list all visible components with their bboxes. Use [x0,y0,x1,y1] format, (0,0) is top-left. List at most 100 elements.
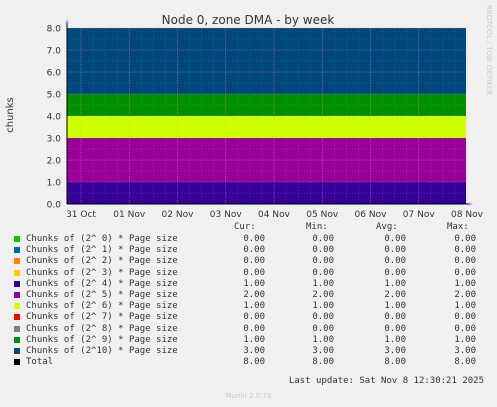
legend-label: Chunks of (2^ 1) * Page size [26,245,178,256]
legend-value-max: 0.00 [454,234,476,244]
legend-swatch [14,258,20,265]
band-chunks-of-2-9-page-size [67,94,466,116]
x-tick-label: 06 Nov [355,210,388,220]
legend-value-avg: 0.00 [384,312,406,323]
header-avg: Avg: [376,222,398,232]
y-tick-label: 1.0 [47,179,62,189]
y-tick-label: 3.0 [47,135,62,145]
legend-value-min: 0.00 [312,323,334,334]
legend-swatch [14,280,20,287]
band-chunks-of-2-10-page-size [67,28,466,94]
legend-value-max: 8.00 [454,357,476,368]
header-cur: Cur: [234,222,256,232]
legend-value-avg: 0.00 [384,245,406,256]
x-tick-label: 04 Nov [258,210,291,220]
legend-swatch [14,325,20,332]
chart: Node 0, zone DMA - by week chunks 0.0 1.0… [5,13,484,220]
legend-value-avg: 8.00 [384,357,406,368]
legend-row: Chunks of (2^ 9) * Page size 1.00 1.00 1.00… [0,335,497,346]
legend-swatch [14,359,20,366]
legend-value-cur: 0.00 [243,312,265,323]
y-tick-label: 0.0 [47,201,62,211]
legend-label: Chunks of (2^ 4) * Page size [26,278,178,289]
rrdtool-watermark: RRDTOOL / TOBI OETIKER [485,5,493,96]
legend-value-min: 1.00 [312,301,334,312]
legend-value-cur: 0.00 [243,323,265,334]
legend-row: Chunks of (2^ 6) * Page size 1.00 1.00 1.00… [0,301,497,312]
chart-title: Node 0, zone DMA - by week [162,13,335,27]
y-tick-label: 5.0 [47,91,62,101]
legend-row: Chunks of (2^ 0) * Page size 0.00 0.00 0.00… [0,234,497,245]
legend-value-min: 1.00 [312,334,334,345]
legend-value-min: 3.00 [312,346,334,356]
legend-value-min: 1.00 [312,278,334,289]
legend-row: Chunks of (2^ 3) * Page size 0.00 0.00 0.00… [0,268,497,279]
legend-value-avg: 0.00 [384,267,406,278]
legend-value-min: 2.00 [312,290,334,300]
legend-value-min: 0.00 [312,312,334,323]
legend-value-max: 2.00 [454,290,476,300]
legend-label: Chunks of (2^ 0) * Page size [26,234,178,244]
y-tick-label: 2.0 [47,157,62,167]
legend-value-max: 0.00 [454,256,476,267]
legend-swatch [14,269,20,276]
y-axis-arrow [65,19,69,23]
legend-value-min: 0.00 [312,267,334,278]
legend-swatch [14,303,20,310]
legend-value-max: 0.00 [454,312,476,323]
header-min: Min: [306,222,328,232]
legend-row: Chunks of (2^10) * Page size 3.00 3.00 3.00… [0,346,497,357]
legend-value-cur: 3.00 [243,346,265,356]
x-tick-label: 07 Nov [403,210,436,220]
legend-value-max: 0.00 [454,245,476,256]
last-update: Last update: Sat Nov 8 12:30:21 2025 [288,376,484,386]
legend-value-cur: 0.00 [243,234,265,244]
legend-row: Total 8.00 8.00 8.00 8.00 [0,357,497,368]
legend-swatch [14,292,20,298]
x-tick-label: 03 Nov [210,210,243,220]
legend-row: Chunks of (2^ 7) * Page size 0.00 0.00 0.00… [0,312,497,323]
y-tick-label: 6.0 [47,69,62,79]
legend-value-avg: 1.00 [384,278,406,289]
legend-row: Chunks of (2^ 2) * Page size 0.00 0.00 0.00… [0,256,497,267]
legend-value-avg: 0.00 [384,323,406,334]
legend-value-max: 1.00 [454,278,476,289]
band-chunks-of-2-4-page-size [67,182,466,204]
legend-row: Chunks of (2^ 4) * Page size 1.00 1.00 1.00… [0,279,497,290]
legend-value-cur: 1.00 [243,301,265,312]
legend-row: Chunks of (2^ 8) * Page size 0.00 0.00 0.00… [0,324,497,335]
legend-label: Chunks of (2^ 9) * Page size [26,334,178,345]
legend-row: Chunks of (2^ 1) * Page size 0.00 0.00 0.00… [0,245,497,256]
x-tick-label: 31 Oct [66,210,96,220]
legend-value-avg: 2.00 [384,290,406,300]
legend-value-max: 0.00 [454,323,476,334]
legend-value-avg: 1.00 [384,301,406,312]
legend-label: Total [26,357,54,368]
legend-swatch [14,348,20,354]
legend-value-avg: 3.00 [384,346,406,356]
legend-swatch [14,247,20,254]
x-axis-arrow [469,202,473,206]
legend-value-cur: 0.00 [243,256,265,267]
band-chunks-of-2-6-page-size [67,116,466,138]
y-tick-label: 7.0 [47,47,62,57]
munin-version: Munin 2.0.73 [225,392,272,400]
legend-label: Chunks of (2^ 6) * Page size [26,301,178,312]
legend-label: Chunks of (2^ 5) * Page size [26,290,178,300]
y-axis-label: chunks [5,97,16,133]
legend-swatch [14,336,20,343]
legend-value-cur: 8.00 [243,357,265,368]
x-tick-label: 01 Nov [113,210,146,220]
legend-value-cur: 1.00 [243,278,265,289]
legend-value-cur: 1.00 [243,334,265,345]
legend-row: Chunks of (2^ 5) * Page size 2.00 2.00 2.00… [0,290,497,301]
x-tick-label: 08 Nov [451,210,484,220]
x-tick-label: 02 Nov [162,210,195,220]
band-chunks-of-2-5-page-size [67,138,466,182]
legend-label: Chunks of (2^10) * Page size [26,346,178,356]
legend-value-cur: 0.00 [243,267,265,278]
legend-value-max: 3.00 [454,346,476,356]
legend-value-min: 8.00 [312,357,334,368]
legend-value-cur: 2.00 [243,290,265,300]
x-tick-label: 05 Nov [306,210,339,220]
